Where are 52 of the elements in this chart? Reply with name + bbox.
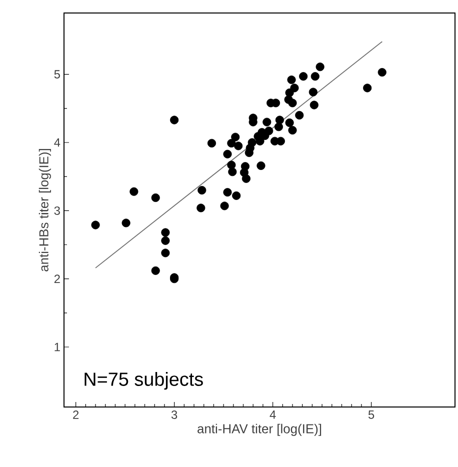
point: [262, 118, 272, 126]
point: [196, 204, 206, 212]
point: [151, 266, 160, 275]
point: [288, 126, 297, 135]
point: [363, 84, 372, 92]
point: [170, 116, 179, 124]
point: [308, 88, 318, 96]
point: [130, 187, 138, 196]
point: [288, 98, 297, 108]
point: [234, 142, 243, 150]
point: [161, 248, 170, 258]
point: [290, 84, 299, 92]
point: [207, 138, 216, 148]
point: [299, 72, 308, 81]
point: [378, 68, 386, 77]
point: [227, 138, 236, 148]
point: [275, 116, 284, 124]
point: [161, 228, 170, 237]
point: [122, 218, 130, 228]
x-tick-label: 4: [270, 410, 276, 419]
y-axis-title: anti-HBs titer [log(IE)]: [38, 149, 51, 272]
x-axis-title: anti-HAV titer [log(IE)]: [198, 424, 322, 436]
point: [227, 160, 236, 170]
point: [256, 161, 266, 170]
point: [287, 76, 296, 84]
point: [228, 168, 237, 176]
point: [316, 62, 324, 72]
x-tick-label: 3: [171, 410, 178, 419]
y-tick-label: 3: [54, 206, 60, 215]
y-tick-label: 4: [54, 138, 60, 147]
y-tick-label: 1: [54, 342, 60, 352]
point: [310, 100, 318, 110]
point: [285, 118, 294, 128]
point: [274, 122, 283, 132]
point: [161, 236, 170, 245]
x-tick-label: 5: [368, 410, 374, 419]
point: [220, 202, 229, 210]
y-tick-label: 5: [54, 70, 60, 79]
point: [232, 191, 241, 200]
point: [231, 132, 240, 142]
point: [151, 193, 160, 202]
annotation: N=75 subjects: [84, 372, 203, 390]
point: [198, 186, 206, 195]
point: [295, 110, 304, 120]
point: [264, 126, 274, 136]
point: [310, 72, 320, 81]
y-tick-label: 2: [54, 274, 60, 284]
point: [223, 150, 232, 158]
point: [91, 220, 100, 230]
point: [223, 188, 232, 197]
point: [242, 174, 250, 183]
x-tick-label: 2: [73, 410, 79, 419]
